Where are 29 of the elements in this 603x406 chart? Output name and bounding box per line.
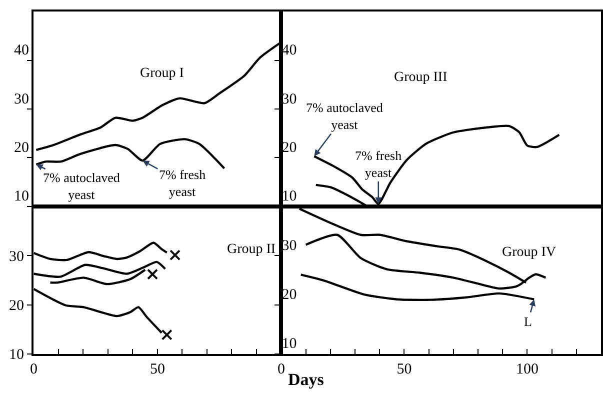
y-tick-label: 30 (282, 238, 297, 254)
y-tick-label: 20 (282, 140, 297, 156)
y-tick-label: 10 (14, 188, 29, 205)
text: Group I (140, 66, 184, 81)
annotation: 7% autoclaved yeast (43, 170, 120, 202)
y-tick-label: 30 (282, 91, 297, 108)
y-tick-label: 30 (8, 248, 24, 265)
y-tick-label: 20 (282, 287, 297, 304)
annotation: 7% fresh yeast (159, 167, 206, 199)
y-tick-label: 10 (282, 336, 297, 352)
y-tick-label: 20 (8, 298, 24, 314)
annotation: L (524, 314, 532, 329)
y-tick-label: 10 (282, 188, 297, 205)
text: Group IV (502, 245, 556, 260)
annotation: 7% autoclaved yeast (306, 100, 384, 132)
text: Group III (394, 70, 448, 85)
y-tick-label: 40 (282, 42, 297, 59)
x-tick-label: 50 (396, 362, 412, 378)
x-tick-label: 0 (30, 362, 38, 378)
y-tick-label: 30 (14, 91, 29, 108)
y-tick-label: 10 (8, 347, 24, 364)
x-tick-label: 0 (277, 362, 285, 378)
x-axis-title: Days (288, 370, 324, 389)
y-tick-label: 20 (14, 140, 29, 156)
y-tick-label: 40 (14, 42, 29, 59)
x-tick-label: 50 (150, 362, 165, 378)
annotation: 7% fresh yeast (355, 148, 402, 180)
text: Group II (227, 242, 276, 257)
x-tick-label: 100 (516, 362, 538, 378)
